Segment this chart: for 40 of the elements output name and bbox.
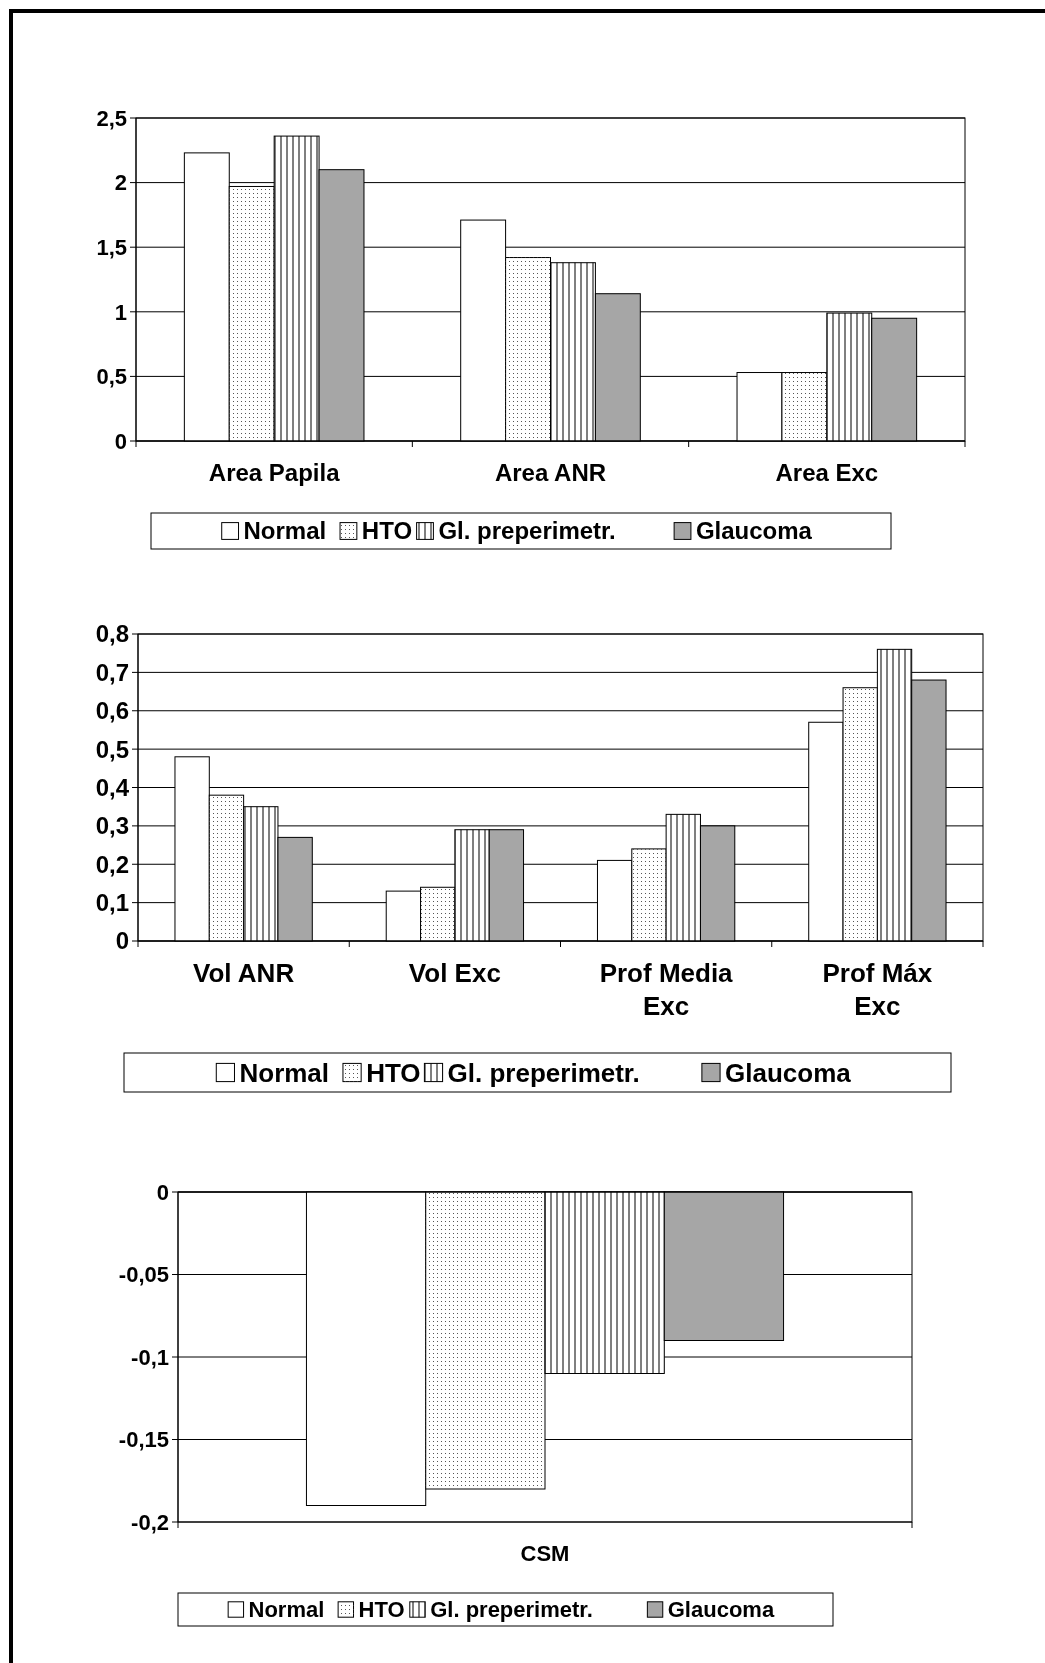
legend-label: Gl. preperimetr. (430, 1597, 593, 1623)
x-tick-label: Area Papila (208, 459, 341, 487)
legend-label: Gl. preperimetr. (447, 1057, 640, 1088)
x-tick-label: Prof Máx Exc (822, 958, 933, 1021)
x-tick-label: Vol Exc (408, 958, 501, 989)
y-tick-label: -0,2 (131, 1509, 169, 1535)
y-tick-label: 0,6 (95, 697, 129, 725)
y-tick-label: 0,3 (95, 812, 129, 840)
y-tick-label: -0,05 (118, 1262, 169, 1288)
y-tick-label: 2 (114, 170, 127, 196)
y-tick-label: 0,5 (95, 735, 129, 763)
legend-label: Normal (239, 1057, 330, 1088)
x-tick-label: CSM (520, 1540, 570, 1566)
y-tick-label: 2,5 (96, 105, 127, 131)
y-tick-label: 0,2 (95, 850, 129, 878)
y-tick-label: 0 (115, 927, 129, 955)
x-tick-label: Area Exc (775, 459, 879, 487)
legend-label: Glaucoma (725, 1057, 852, 1088)
legend-label: Glaucoma (695, 517, 813, 545)
legend-label: Normal (248, 1597, 325, 1623)
legend-label: Normal (243, 517, 327, 545)
legend-label: HTO (358, 1597, 405, 1623)
legend-label: HTO (361, 517, 413, 545)
y-tick-label: 0,5 (96, 364, 127, 390)
x-tick-label: Area ANR (494, 459, 607, 487)
y-tick-label: 1 (114, 299, 127, 325)
x-tick-label: Prof Media Exc (599, 958, 734, 1021)
y-tick-label: 0,4 (95, 773, 130, 801)
y-tick-label: -0,15 (118, 1427, 169, 1453)
y-tick-label: 0 (114, 428, 127, 454)
y-tick-label: 1,5 (96, 234, 127, 260)
legend-label: Glaucoma (667, 1597, 775, 1623)
x-tick-label: Vol ANR (193, 958, 295, 989)
y-tick-label: 0,7 (95, 658, 129, 686)
legend-label: Gl. preperimetr. (438, 517, 616, 545)
y-tick-label: 0,8 (95, 620, 129, 648)
y-tick-label: 0,1 (95, 889, 129, 917)
legend-label: HTO (366, 1057, 421, 1088)
y-tick-label: 0 (156, 1179, 169, 1205)
y-tick-label: -0,1 (131, 1344, 169, 1370)
